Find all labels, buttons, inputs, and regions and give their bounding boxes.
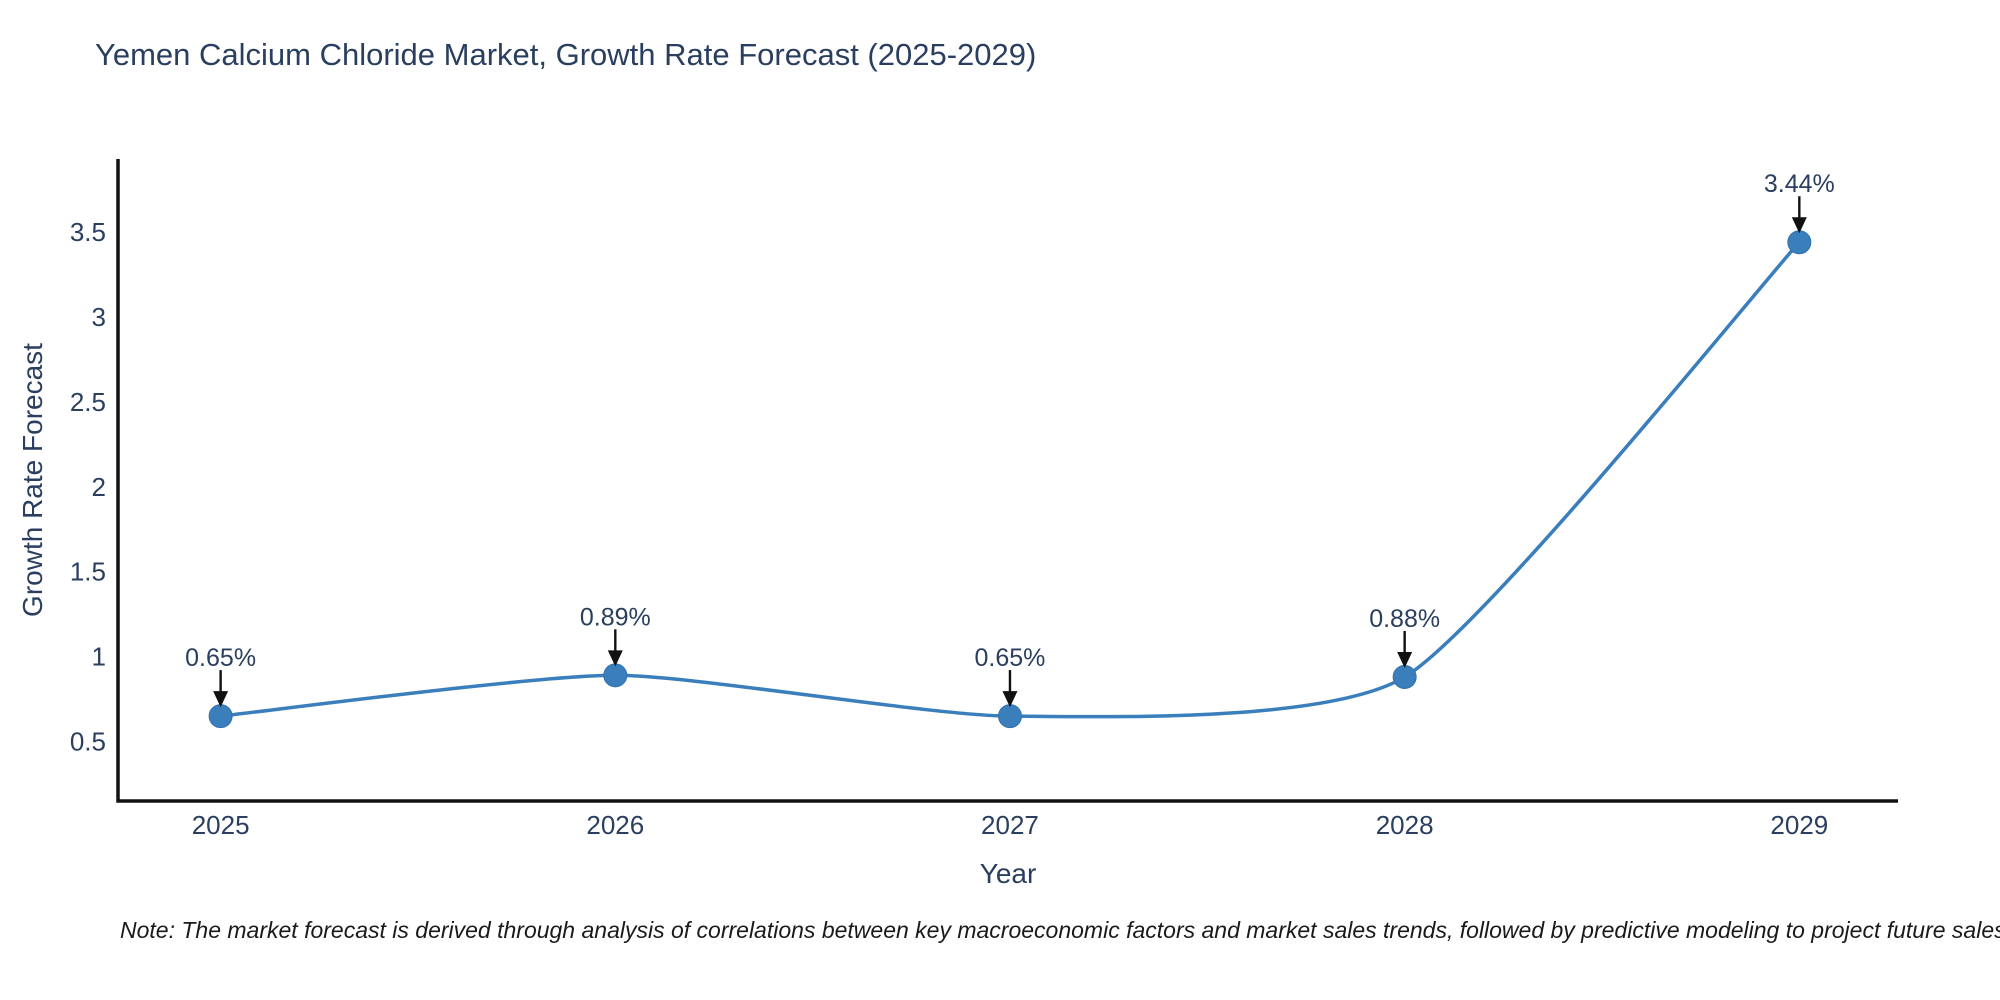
y-tick-label: 1.5	[70, 557, 106, 587]
x-tick-label: 2028	[1376, 810, 1434, 840]
x-tick-label: 2025	[192, 810, 250, 840]
forecast-line	[218, 240, 1802, 719]
point-value-label: 0.65%	[185, 644, 256, 672]
annotation-arrowhead	[1002, 691, 1018, 708]
data-point-2025	[208, 704, 233, 729]
chart-title: Yemen Calcium Chloride Market, Growth Ra…	[95, 37, 1037, 72]
footnote: Note: The market forecast is derived thr…	[120, 917, 2000, 943]
annotation-arrowhead	[213, 691, 229, 708]
y-tick-label: 0.5	[70, 727, 106, 757]
annotation-arrowhead	[1791, 217, 1807, 234]
x-tick-label: 2026	[586, 810, 644, 840]
annotation-arrowhead	[607, 650, 623, 667]
point-value-label: 0.88%	[1369, 605, 1440, 633]
point-value-label: 3.44%	[1764, 170, 1835, 198]
y-tick-label: 3	[92, 302, 106, 332]
y-tick-label: 2.5	[70, 387, 106, 417]
axis-lines	[116, 159, 1898, 803]
point-value-label: 0.89%	[580, 603, 651, 631]
y-tick-label: 1	[92, 642, 106, 672]
data-point-2026	[603, 663, 628, 688]
point-value-label: 0.65%	[975, 644, 1046, 672]
data-point-2028	[1392, 665, 1417, 690]
annotation-arrowhead	[1397, 652, 1413, 669]
x-tick-label: 2027	[981, 810, 1039, 840]
data-point-2029	[1787, 230, 1812, 255]
x-axis-title: Year	[979, 858, 1037, 889]
y-tick-label: 3.5	[70, 217, 106, 247]
x-tick-label: 2029	[1770, 810, 1828, 840]
y-tick-label: 2	[92, 472, 106, 502]
data-point-2027	[997, 704, 1022, 729]
